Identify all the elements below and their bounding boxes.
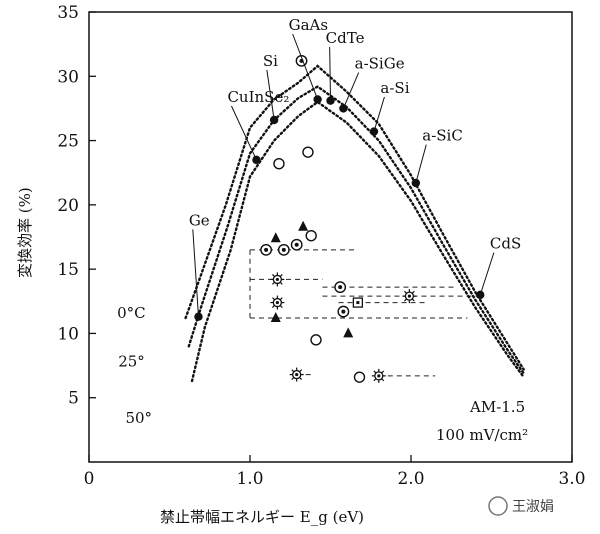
material-point bbox=[252, 155, 261, 165]
material-label: a-SiC bbox=[422, 127, 463, 145]
material-label: CuInSe₂ bbox=[227, 88, 289, 106]
condition-irradiance: 100 mV/cm² bbox=[436, 426, 528, 444]
leader-line bbox=[479, 252, 495, 296]
point-star bbox=[270, 295, 285, 310]
material-label: Ge bbox=[189, 211, 210, 229]
material-label: CdS bbox=[490, 235, 521, 253]
x-tick-label: 1.0 bbox=[236, 469, 263, 489]
point-target bbox=[260, 243, 272, 256]
point-open-circle bbox=[310, 334, 322, 346]
point-star bbox=[270, 272, 285, 287]
material-point bbox=[326, 96, 335, 105]
y-tick-label: 35 bbox=[57, 3, 79, 23]
point-open-circle bbox=[273, 158, 285, 170]
material-point bbox=[476, 290, 485, 300]
leader-line bbox=[415, 144, 427, 184]
x-tick-label: 0 bbox=[84, 469, 95, 489]
guide-lines bbox=[249, 249, 479, 377]
point-star bbox=[371, 368, 386, 383]
temperature-label: 50° bbox=[125, 409, 152, 427]
point-square bbox=[352, 297, 364, 308]
x-tick-label: 2.0 bbox=[397, 469, 424, 489]
leader-line bbox=[231, 105, 257, 161]
material-point bbox=[339, 104, 348, 113]
y-tick-label: 30 bbox=[57, 67, 79, 87]
material-label: a-Si bbox=[380, 79, 409, 97]
material-label: a-SiGe bbox=[355, 55, 405, 73]
point-target bbox=[290, 238, 303, 251]
temperature-curves: 0°C 25° 50° bbox=[117, 64, 525, 427]
watermark-text: 王淑娟 bbox=[512, 499, 554, 515]
temperature-label: 25° bbox=[118, 352, 145, 370]
condition-spectrum: AM-1.5 bbox=[469, 398, 525, 416]
temperature-label: 0°C bbox=[117, 304, 146, 322]
leader-line bbox=[342, 72, 360, 109]
plot-frame bbox=[88, 11, 573, 463]
material-point bbox=[369, 127, 379, 136]
y-tick-label: 25 bbox=[57, 132, 79, 152]
y-tick-label: 5 bbox=[68, 389, 79, 409]
point-star bbox=[402, 289, 417, 304]
point-open-circle bbox=[302, 146, 314, 158]
point-open-circle bbox=[353, 371, 366, 383]
point-triangle bbox=[343, 327, 354, 338]
point-triangle bbox=[270, 232, 281, 243]
leader-line bbox=[329, 46, 331, 101]
material-label: CdTe bbox=[326, 29, 365, 47]
leader-line bbox=[266, 69, 275, 121]
y-axis-label: 変換効率 (%) bbox=[16, 187, 34, 278]
x-axis-label: 禁止帯幅エネルギー E_g (eV) bbox=[160, 508, 364, 526]
point-target bbox=[277, 243, 290, 256]
y-tick-label: 10 bbox=[57, 324, 79, 344]
leader-line bbox=[192, 229, 199, 317]
material-point bbox=[194, 312, 203, 321]
curve-0°C bbox=[184, 64, 525, 371]
material-label: Si bbox=[263, 52, 278, 70]
x-tick-label: 3.0 bbox=[558, 469, 585, 489]
curve-25° bbox=[187, 85, 525, 375]
point-star bbox=[289, 367, 304, 382]
leader-line bbox=[292, 33, 319, 100]
point-target bbox=[334, 281, 347, 294]
wechat-icon bbox=[488, 496, 508, 516]
y-tick-label: 15 bbox=[57, 260, 79, 280]
leader-line bbox=[373, 96, 385, 132]
axes: 0 1.0 2.0 3.0 5 10 15 20 25 30 35 bbox=[57, 3, 585, 489]
material-point bbox=[411, 178, 421, 188]
y-tick-label: 20 bbox=[57, 196, 79, 216]
point-open-circle bbox=[305, 230, 317, 242]
point-triangle bbox=[270, 312, 281, 322]
point-triangle bbox=[298, 220, 309, 231]
point-target bbox=[337, 305, 350, 318]
curve-50° bbox=[190, 100, 525, 383]
material-point bbox=[313, 95, 322, 104]
data-points bbox=[260, 54, 417, 383]
material-point bbox=[269, 115, 279, 125]
material-label: GaAs bbox=[289, 16, 328, 34]
watermark: 王淑娟 bbox=[488, 496, 554, 516]
